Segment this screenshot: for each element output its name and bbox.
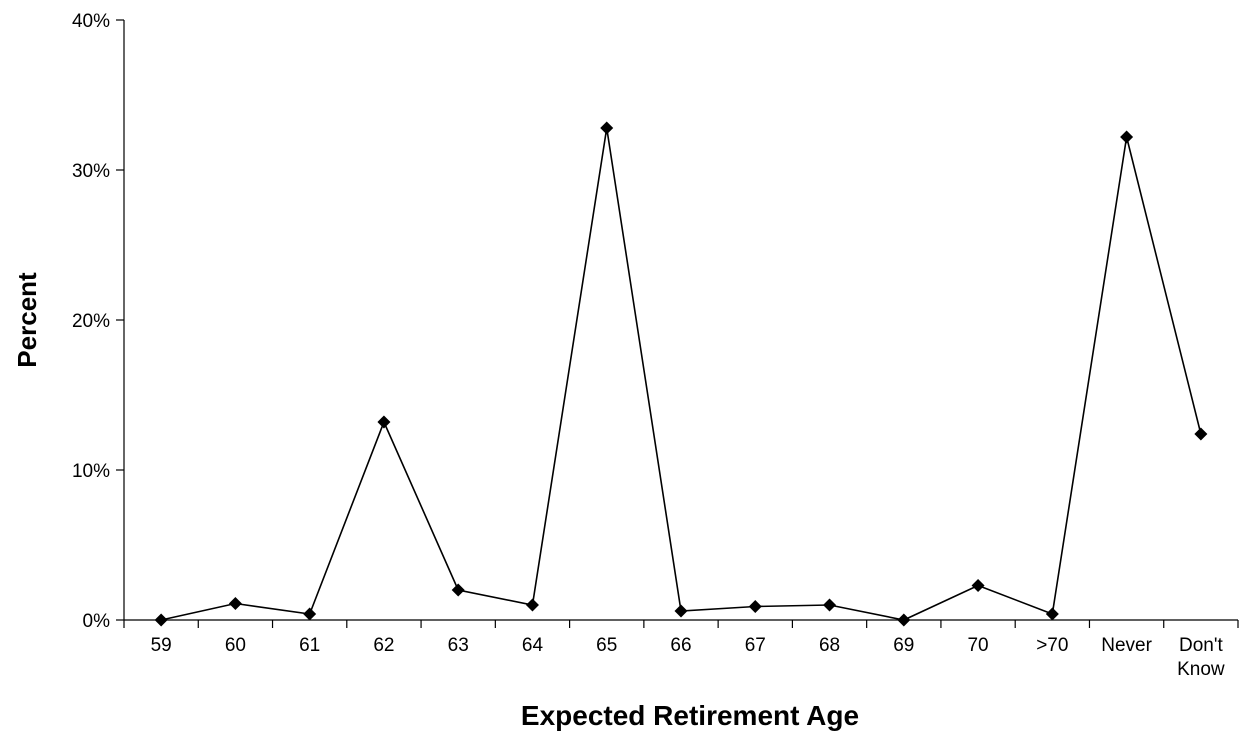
x-tick-label: 69	[893, 635, 914, 656]
data-point-marker	[823, 598, 837, 612]
x-tick-label: 61	[299, 635, 320, 656]
x-tick-label: 65	[596, 635, 617, 656]
y-tick-label: 30%	[72, 161, 110, 182]
x-axis-title: Expected Retirement Age	[521, 700, 859, 731]
y-tick-label: 20%	[72, 311, 110, 332]
y-tick-label: 40%	[72, 11, 110, 32]
x-tick-label: 66	[670, 635, 691, 656]
x-tick-label: 68	[819, 635, 840, 656]
x-tick-label: 62	[373, 635, 394, 656]
y-axis-ticks: 0% 10% 20% 30% 40%	[72, 11, 124, 632]
data-point-marker	[154, 613, 168, 627]
data-point-marker	[897, 613, 911, 627]
data-point-marker	[600, 121, 614, 135]
x-axis-ticks: 59 60 61 62 63 64 65 66 67 68 69 70 >70 Never Don't Kno…	[123, 620, 1239, 680]
x-tick-label: 60	[225, 635, 246, 656]
data-point-marker	[971, 579, 985, 592]
data-point-marker	[1194, 427, 1208, 441]
x-tick-label: 64	[522, 635, 544, 656]
data-point-marker	[525, 598, 539, 612]
x-tick-label: Don't Know	[1177, 635, 1225, 680]
y-tick-label: 0%	[83, 611, 111, 632]
x-tick-label: 67	[745, 635, 766, 656]
data-point-marker	[451, 583, 465, 597]
data-point-marker	[674, 604, 688, 618]
data-point-marker	[1120, 130, 1134, 144]
data-point-marker	[1045, 607, 1059, 621]
x-tick-label: 70	[967, 635, 988, 656]
x-tick-label: 59	[151, 635, 172, 656]
x-tick-label: >70	[1036, 635, 1068, 656]
x-tick-label: 63	[448, 635, 469, 656]
data-point-marker	[303, 607, 317, 621]
y-tick-label: 10%	[72, 461, 110, 482]
series-group	[154, 121, 1208, 627]
data-point-marker	[377, 415, 391, 429]
y-axis-title: Percent	[12, 272, 42, 368]
series-line	[160, 127, 1202, 621]
data-point-marker	[228, 597, 242, 610]
x-tick-label: Never	[1101, 635, 1152, 656]
data-point-marker	[748, 600, 762, 613]
axes	[123, 20, 1238, 621]
